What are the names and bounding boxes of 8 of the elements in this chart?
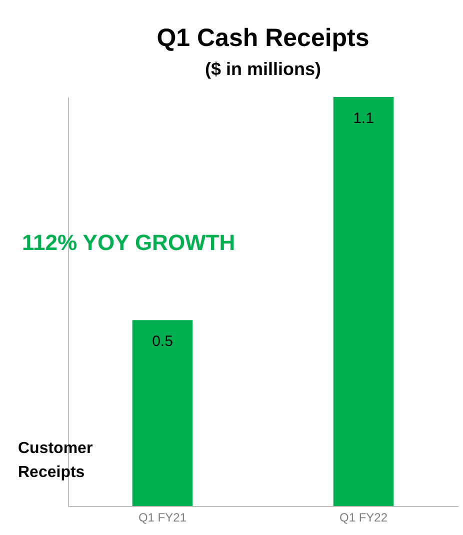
chart-subtitle: ($ in millions) (204, 59, 322, 79)
data-label: 1.1 (353, 110, 374, 127)
y-axis-title: Customer Receipts (18, 439, 94, 483)
x-tick-label: Q1 FY22 (340, 510, 388, 524)
annotation: 112% YOY GROWTH (22, 230, 236, 256)
chart-title: Q1 Cash Receipts (156, 24, 370, 52)
data-label: 0.5 (152, 333, 173, 350)
x-tick-label: Q1 FY21 (138, 510, 187, 524)
